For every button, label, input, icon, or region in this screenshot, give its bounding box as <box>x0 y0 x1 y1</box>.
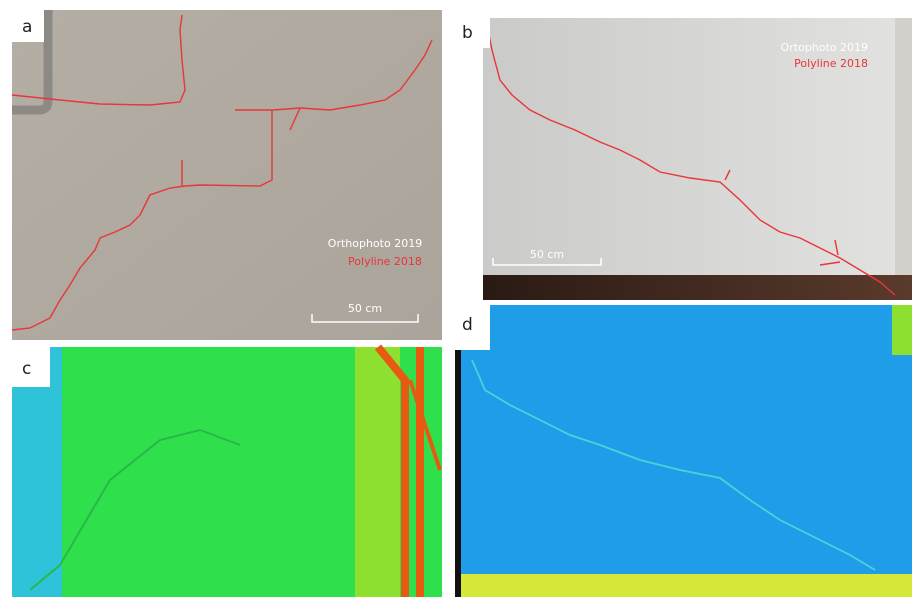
photo <box>455 305 912 597</box>
panel-label: a <box>22 17 32 37</box>
floor <box>483 275 912 300</box>
legend-polyline: Polyline 2018 <box>794 57 868 70</box>
photo <box>12 10 442 340</box>
legend-polyline: Polyline 2018 <box>348 255 422 268</box>
panel-c: c <box>12 347 442 597</box>
scale-label: 50 cm <box>348 302 382 315</box>
panel-a: a Orthophoto 2019 Polyline 2018 50 cm <box>12 10 442 340</box>
panel-label: c <box>22 359 31 379</box>
panel-b: b Ortophoto 2019 Polyline 2018 50 cm <box>455 18 912 300</box>
door <box>892 305 912 355</box>
panel-label: d <box>462 315 473 335</box>
photo-edge <box>458 18 483 288</box>
floor <box>461 574 912 597</box>
figure: a Orthophoto 2019 Polyline 2018 50 cm b … <box>0 0 914 599</box>
wall-band <box>355 347 400 597</box>
door <box>895 18 912 278</box>
panel-d: d <box>455 305 912 597</box>
panel-label: b <box>462 23 473 43</box>
scale-label: 50 cm <box>530 248 564 261</box>
legend-ortho: Orthophoto 2019 <box>328 237 422 250</box>
legend-ortho: Ortophoto 2019 <box>781 41 868 54</box>
